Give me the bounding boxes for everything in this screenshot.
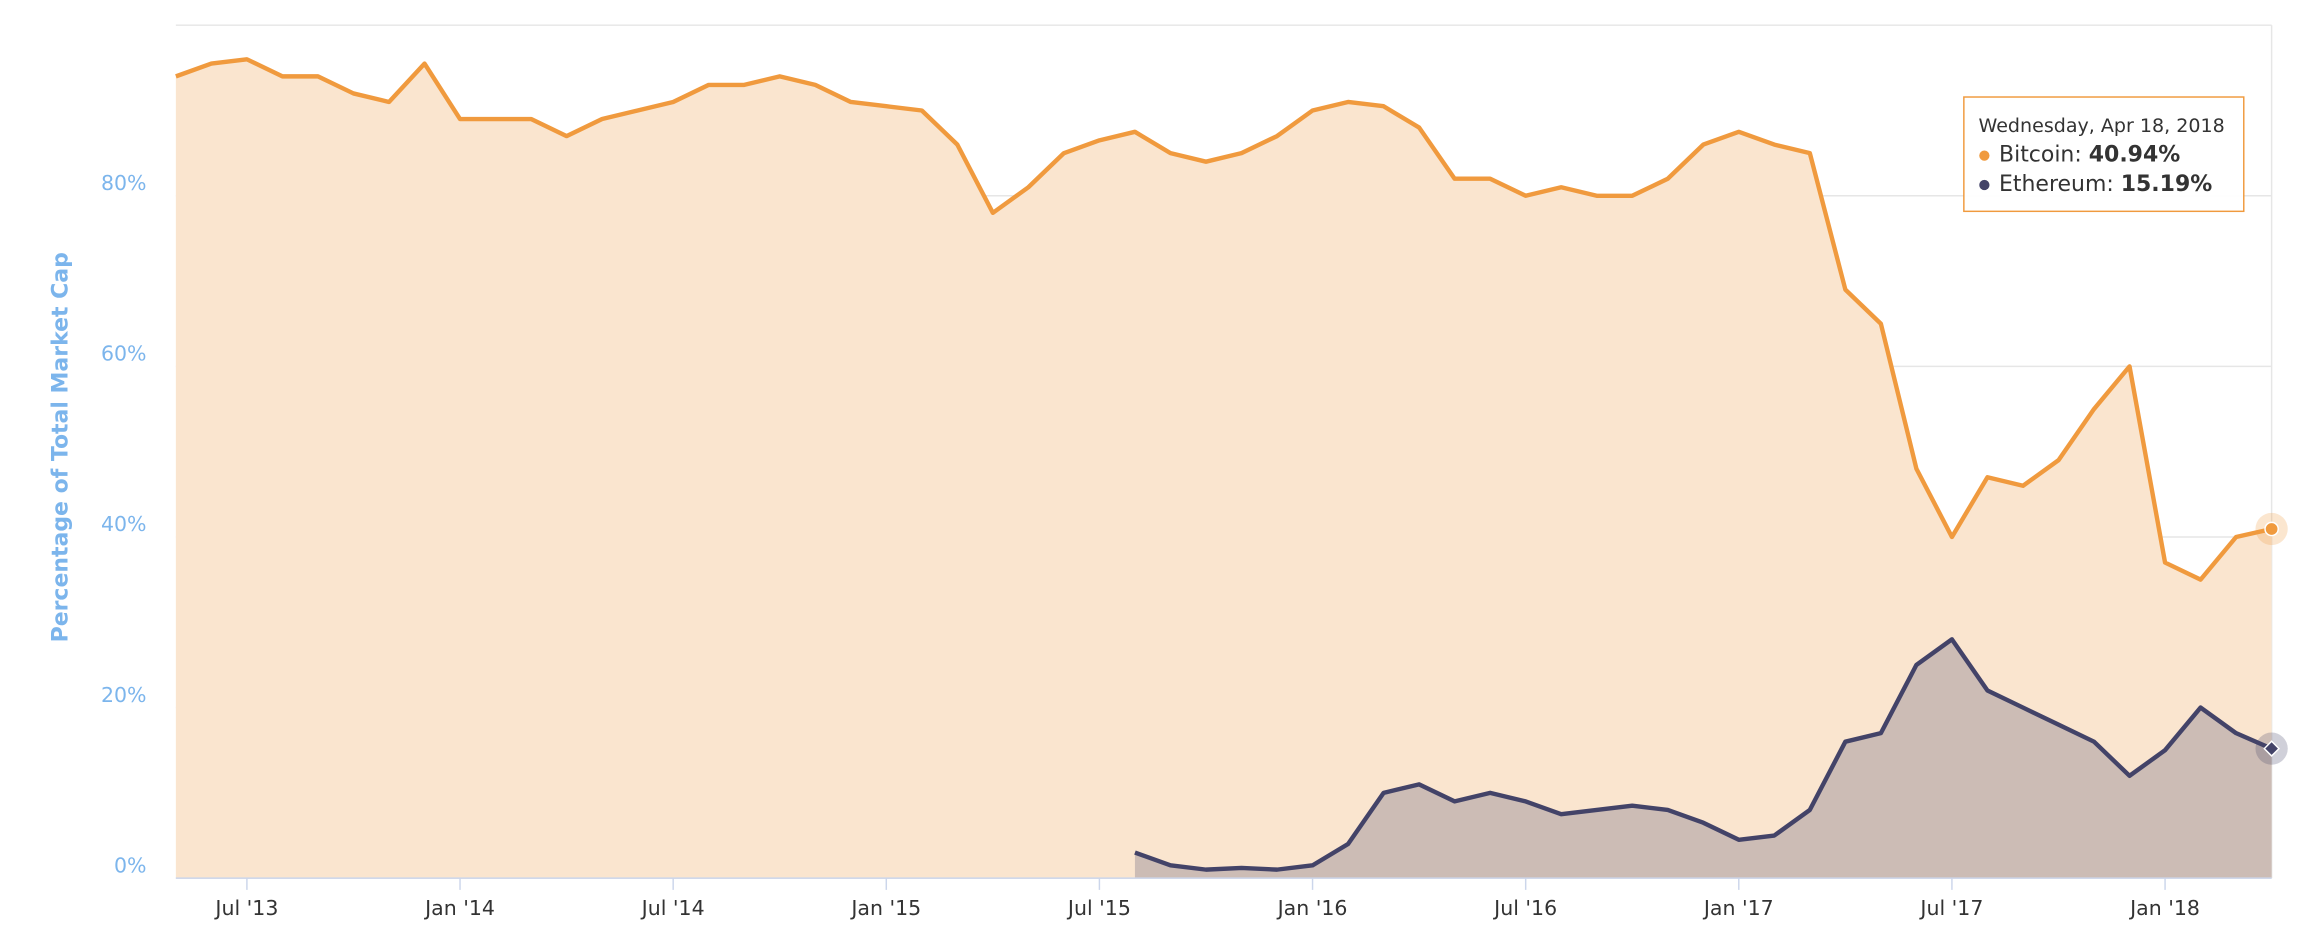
x-tick-label: Jul '13 [213, 896, 278, 920]
y-tick-label: 80% [101, 171, 147, 195]
x-tick-label: Jan '16 [1276, 896, 1348, 920]
tooltip-item: Bitcoin: 40.94% [1999, 143, 2180, 168]
tooltip-item: Ethereum: 15.19% [1999, 172, 2212, 197]
x-tick-label: Jul '14 [640, 896, 705, 920]
x-tick-label: Jul '15 [1066, 896, 1131, 920]
tooltip-sep: : [2074, 143, 2088, 168]
tooltip-series: Ethereum [1999, 172, 2106, 197]
x-tick-label: Jul '17 [1918, 896, 1983, 920]
area-line [175, 57, 2273, 582]
tooltip-dot [1979, 150, 1990, 161]
tooltip-value: 15.19% [2121, 172, 2213, 197]
tooltip: Wednesday, Apr 18, 2018 Bitcoin: 40.94% … [1963, 96, 2245, 213]
tooltip-title: Wednesday, Apr 18, 2018 [1979, 115, 2225, 137]
hover-marker [2263, 740, 2280, 757]
x-tick-label: Jan '17 [1702, 896, 1774, 920]
tooltip-value: 40.94% [2089, 143, 2181, 168]
y-axis-title: Percentage of Total Market Cap [49, 252, 74, 642]
y-tick-label: 20% [101, 683, 147, 707]
tooltip-series: Bitcoin [1999, 143, 2074, 168]
y-tick-label: 60% [101, 342, 147, 366]
x-tick-label: Jan '14 [423, 896, 495, 920]
x-tick-label: Jul '16 [1492, 896, 1557, 920]
y-tick-label: 40% [101, 512, 147, 536]
area-line [1134, 637, 2273, 872]
tooltip-box [1963, 96, 2245, 213]
area-fill [1134, 639, 2272, 879]
y-tick-label: 0% [114, 853, 147, 877]
area-fill [175, 59, 2272, 879]
tooltip-sep: : [2106, 172, 2120, 197]
x-tick-label: Jan '15 [849, 896, 921, 920]
hover-marker [2264, 521, 2279, 537]
x-tick-label: Jan '18 [2128, 896, 2200, 920]
tooltip-dot [1979, 179, 1990, 191]
